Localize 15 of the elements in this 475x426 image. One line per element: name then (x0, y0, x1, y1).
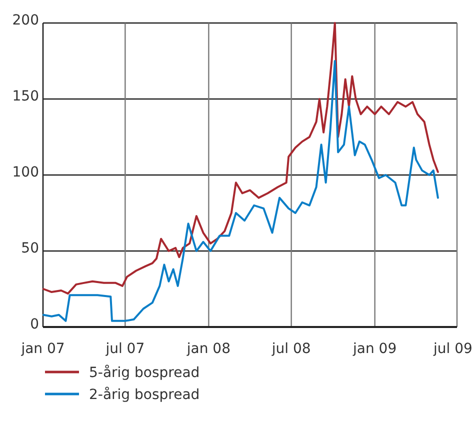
y-tick-label: 50 (21, 240, 39, 256)
x-tick-label: jan 08 (186, 341, 230, 357)
y-tick-label: 100 (12, 164, 39, 180)
x-tick-label: jan 09 (352, 341, 397, 357)
x-tick-label: jul 08 (270, 341, 311, 357)
line-series (42, 60, 439, 322)
line-series (42, 22, 439, 295)
x-tick-label: jul 09 (432, 341, 472, 357)
y-tick-label: 200 (12, 12, 39, 28)
x-tick-label: jan 07 (20, 341, 65, 357)
legend-label: 2-årig bospread (89, 386, 200, 403)
y-tick-label: 0 (30, 316, 39, 332)
y-tick-label: 150 (12, 88, 39, 104)
x-tick-label: jul 07 (104, 341, 145, 357)
legend-label: 5-årig bospread (89, 364, 200, 381)
